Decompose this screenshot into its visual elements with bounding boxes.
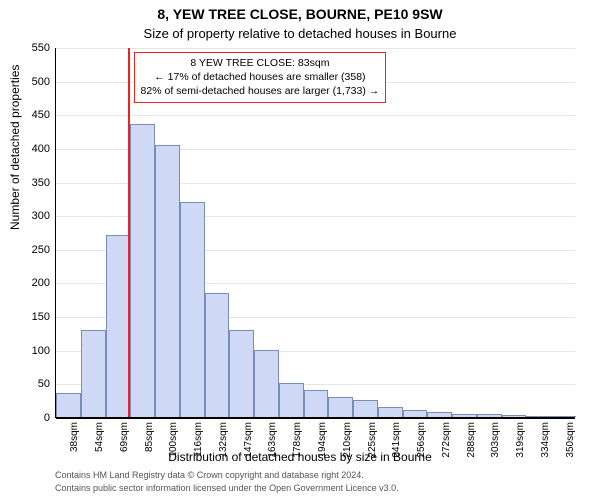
annotation-box: 8 YEW TREE CLOSE: 83sqm← 17% of detached… bbox=[134, 52, 387, 103]
annotation-line: ← 17% of detached houses are smaller (35… bbox=[141, 70, 380, 84]
y-tick-label: 100 bbox=[0, 345, 50, 357]
x-axis-label: Distribution of detached houses by size … bbox=[0, 450, 600, 464]
annotation-line: 8 YEW TREE CLOSE: 83sqm bbox=[141, 56, 380, 70]
histogram-bar bbox=[229, 330, 254, 417]
histogram-bar bbox=[427, 412, 452, 417]
histogram-bar bbox=[205, 293, 230, 417]
histogram-bar bbox=[353, 400, 378, 417]
histogram-bar bbox=[130, 124, 155, 417]
y-tick-label: 0 bbox=[0, 412, 50, 424]
histogram-bar bbox=[328, 397, 353, 417]
marker-line bbox=[128, 48, 130, 417]
y-tick-label: 200 bbox=[0, 277, 50, 289]
histogram-bar bbox=[106, 235, 131, 417]
histogram-bar bbox=[378, 407, 403, 417]
histogram-bar bbox=[81, 330, 106, 417]
histogram-bar bbox=[403, 410, 428, 417]
gridline bbox=[56, 48, 575, 49]
histogram-bar bbox=[279, 383, 304, 417]
histogram-bar bbox=[551, 416, 576, 417]
gridline bbox=[56, 418, 575, 419]
y-tick-label: 50 bbox=[0, 378, 50, 390]
histogram-bar bbox=[502, 415, 527, 417]
histogram-bar bbox=[477, 414, 502, 417]
histogram-bar bbox=[304, 390, 329, 417]
histogram-bar bbox=[526, 416, 551, 417]
y-tick-label: 150 bbox=[0, 311, 50, 323]
histogram-bar bbox=[56, 393, 81, 417]
chart-title-sub: Size of property relative to detached ho… bbox=[0, 26, 600, 41]
y-tick-label: 450 bbox=[0, 109, 50, 121]
footer-line-2: Contains public sector information licen… bbox=[55, 483, 399, 493]
histogram-bar bbox=[155, 145, 180, 417]
histogram-bar bbox=[254, 350, 279, 417]
histogram-bar bbox=[452, 414, 477, 417]
y-tick-label: 250 bbox=[0, 244, 50, 256]
chart-container: 8, YEW TREE CLOSE, BOURNE, PE10 9SW Size… bbox=[0, 0, 600, 500]
annotation-line: 82% of semi-detached houses are larger (… bbox=[141, 84, 380, 98]
y-tick-label: 500 bbox=[0, 76, 50, 88]
plot-area: 8 YEW TREE CLOSE: 83sqm← 17% of detached… bbox=[55, 48, 575, 418]
y-tick-label: 550 bbox=[0, 42, 50, 54]
histogram-bar bbox=[180, 202, 205, 417]
y-tick-label: 300 bbox=[0, 210, 50, 222]
y-tick-label: 350 bbox=[0, 177, 50, 189]
chart-title-main: 8, YEW TREE CLOSE, BOURNE, PE10 9SW bbox=[0, 6, 600, 22]
gridline bbox=[56, 115, 575, 116]
footer-line-1: Contains HM Land Registry data © Crown c… bbox=[55, 470, 364, 480]
y-tick-label: 400 bbox=[0, 143, 50, 155]
